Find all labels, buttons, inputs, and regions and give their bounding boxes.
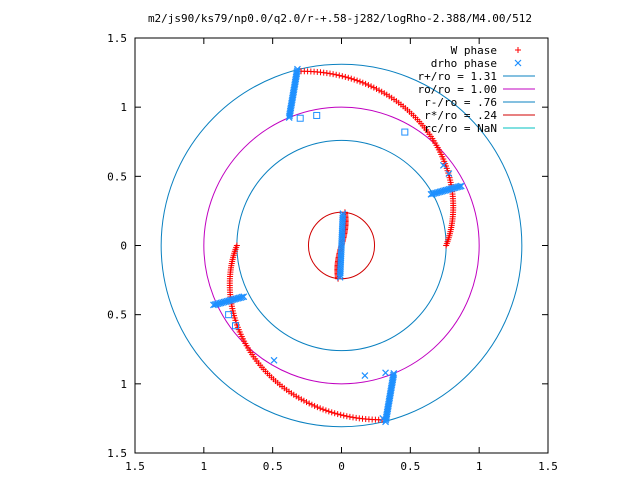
w-phase-point [376, 87, 383, 94]
y-tick-label: 1 [120, 378, 127, 391]
w-phase-point [306, 400, 313, 407]
w-phase-point [343, 413, 350, 420]
legend-label: ro/ro = 1.00 [418, 83, 497, 96]
w-phase-point [339, 73, 346, 80]
w-phase-point [308, 401, 315, 408]
drho-phase-point [382, 369, 389, 377]
legend-label: rc/ro = NaN [424, 122, 497, 135]
w-phase-point [362, 80, 369, 87]
w-phase-point [295, 394, 302, 401]
drho-phase-point [270, 356, 278, 364]
x-tick-label: 1 [201, 460, 208, 473]
legend-label: drho phase [431, 57, 497, 70]
w-phase-point [373, 85, 380, 92]
w-phase-point [348, 75, 355, 82]
w-phase-point [378, 88, 385, 95]
w-phase-point [345, 74, 352, 81]
drho-phase-point [445, 170, 453, 177]
w-phase-point [346, 413, 353, 420]
x-tick-label: 1 [476, 460, 483, 473]
y-tick-label: 1.5 [107, 32, 127, 45]
w-phase-point [303, 399, 310, 406]
y-tick-label: 0 [120, 240, 127, 253]
drho-phase-point [339, 210, 347, 218]
chart-title: m2/js90/ks79/np0.0/q2.0/r-+.58-j282/logR… [148, 12, 532, 25]
y-tick-label: 0.5 [107, 170, 127, 183]
reference-circle [160, 63, 523, 428]
legend-label: r*/ro = .24 [424, 109, 497, 122]
phase-points [210, 47, 522, 426]
w-phase-point [311, 402, 318, 409]
drho-phase-point [240, 293, 248, 301]
w-phase-point [370, 84, 377, 91]
w-phase-point [354, 77, 361, 84]
w-phase-point [298, 396, 305, 403]
drho-phase-square-point [401, 128, 409, 136]
w-phase-point [381, 90, 388, 97]
legend-label: r-/ro = .76 [424, 96, 497, 109]
w-phase-point [334, 411, 341, 418]
x-tick-label: 1.5 [538, 460, 558, 473]
legend-label: r+/ro = 1.31 [418, 70, 497, 83]
w-phase-point [300, 397, 307, 404]
reference-circle [203, 106, 480, 385]
y-tick-label: 0.5 [107, 309, 127, 322]
drho-phase-square-point [231, 322, 239, 330]
w-phase-point [351, 76, 358, 83]
w-phase-point [336, 72, 343, 79]
x-tick-label: 0 [338, 460, 345, 473]
w-phase-point [340, 412, 347, 419]
drho-phase-point [361, 372, 369, 379]
w-phase-point [359, 79, 366, 86]
drho-phase-square-point [313, 111, 321, 119]
w-phase-point [368, 83, 375, 90]
w-phase-point [317, 405, 324, 412]
drho-phase-point [293, 67, 301, 75]
w-phase-point [314, 404, 321, 411]
drho-phase-square-point [225, 311, 233, 319]
drho-phase-point [382, 416, 390, 424]
drho-phase-point [238, 293, 246, 301]
w-phase-point [365, 82, 372, 89]
legend-label: W phase [451, 44, 497, 57]
w-phase-point [356, 78, 363, 85]
drho-phase-point [427, 190, 435, 198]
x-tick-label: 1.5 [125, 460, 145, 473]
drho-phase-point [439, 161, 447, 169]
x-tick-label: 0.5 [263, 460, 283, 473]
w-phase-point [331, 410, 338, 417]
y-tick-label: 1.5 [107, 447, 127, 460]
w-phase-point [322, 407, 329, 414]
y-tick-label: 1 [120, 101, 127, 114]
drho-phase-square-point [296, 114, 304, 122]
w-phase-point [337, 411, 344, 418]
w-phase-point [328, 409, 335, 416]
w-phase-point [325, 408, 332, 415]
legend-marker [514, 59, 522, 67]
w-phase-point [515, 47, 521, 53]
drho-phase-point [294, 65, 301, 73]
drho-phase-point [379, 414, 387, 422]
w-phase-point [330, 71, 337, 78]
w-phase-point [342, 73, 349, 80]
w-phase-point [320, 406, 327, 413]
w-phase-point [333, 71, 340, 78]
drho-phase-point [339, 212, 347, 220]
drho-phase-point [429, 190, 436, 198]
x-tick-label: 0.5 [400, 460, 420, 473]
